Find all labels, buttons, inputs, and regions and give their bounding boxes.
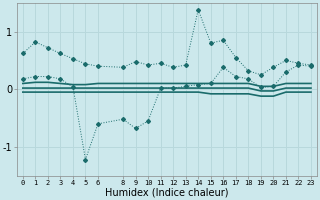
X-axis label: Humidex (Indice chaleur): Humidex (Indice chaleur): [105, 187, 229, 197]
